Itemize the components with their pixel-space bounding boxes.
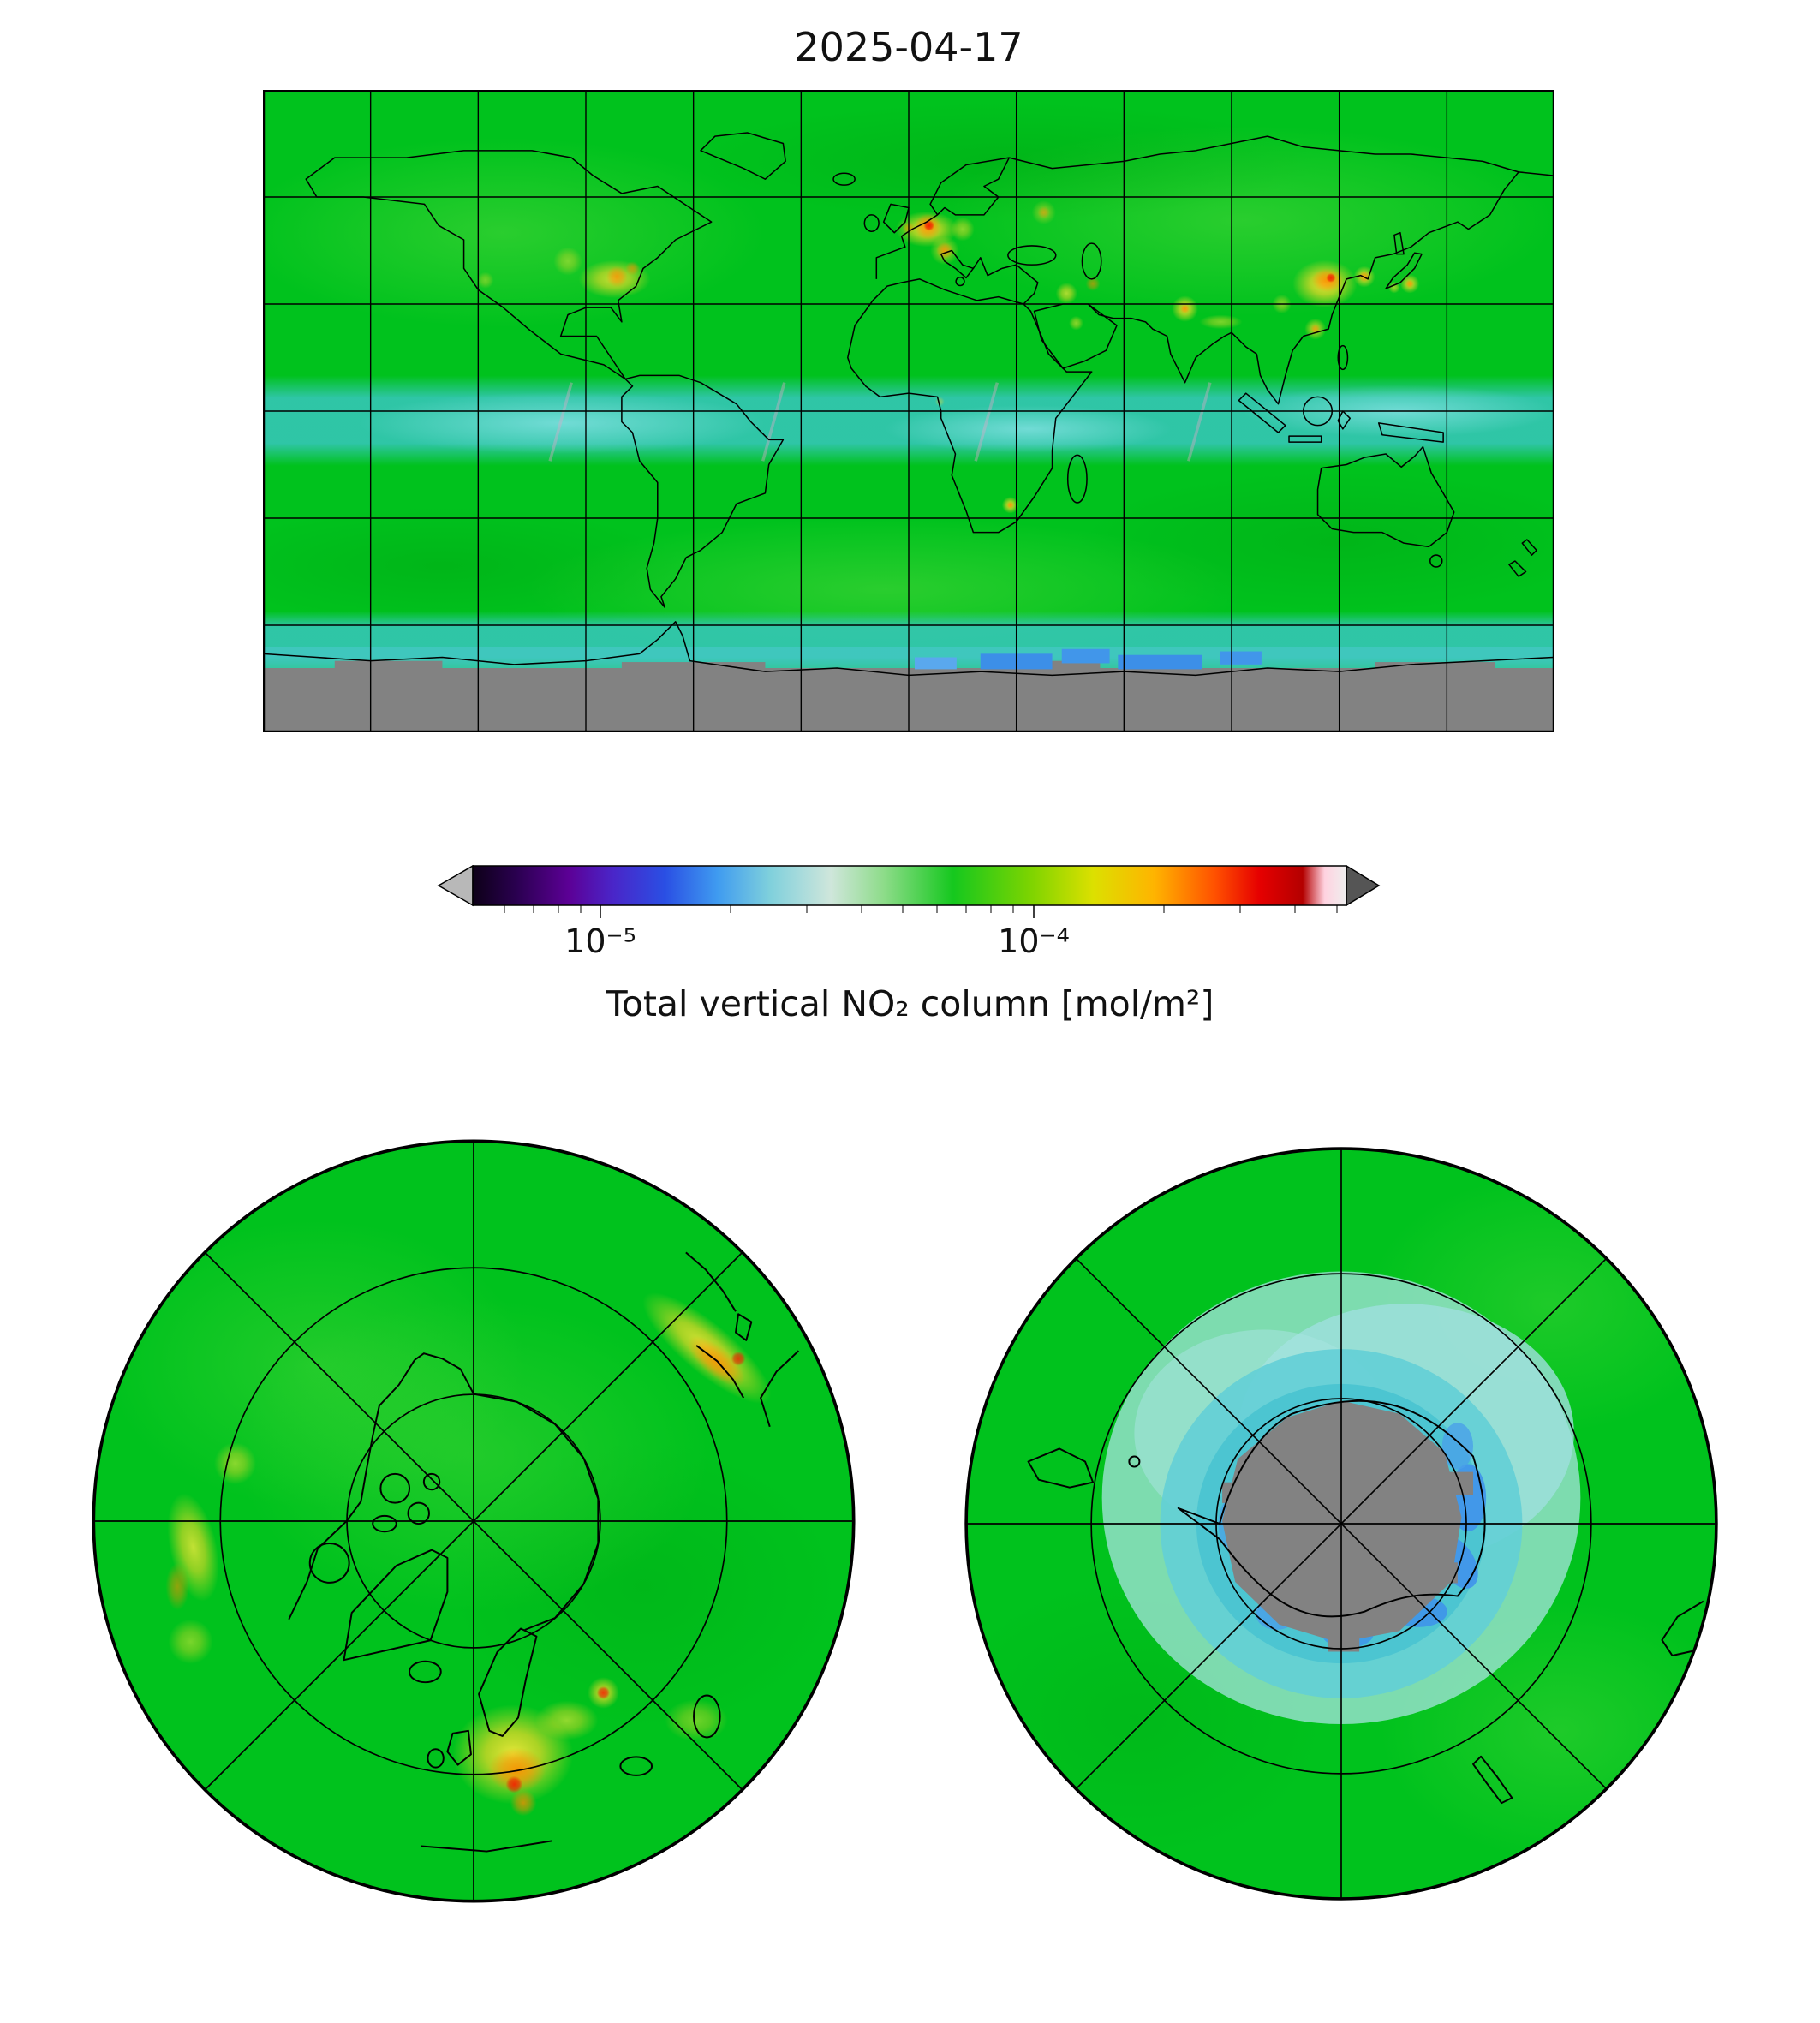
colorbar-canvas: 10⁻⁵ 10⁻⁴ [437,865,1381,960]
north-polar-content [93,1141,854,1901]
south-polar-content [966,1149,1716,1899]
south-graticule [966,1149,1716,1899]
world-coastlines [263,132,1554,677]
north-polar-canvas [92,1139,856,1903]
north-polar-boundary [92,1139,856,1903]
north-graticule [93,1141,854,1901]
colorbar-tick-label-1e-4: 10⁻⁴ [998,922,1070,960]
world-graticule [263,90,1554,732]
north-coastlines [288,1251,800,1853]
south-polar-canvas [964,1147,1718,1901]
world-antarctic-blue-patches [914,648,1262,670]
colorbar-label: Total vertical NO₂ column [mol/m²] [606,983,1214,1024]
colorbar-minor-ticks [504,905,1338,913]
figure-title: 2025-04-17 [794,24,1023,70]
world-map-panel [263,90,1554,732]
colorbar-over-arrow [1346,865,1381,907]
north-field-texture [106,1220,841,1731]
north-hotspots [165,1292,772,1817]
colorbar-under-arrow [437,865,474,907]
colorbar-major-ticks [600,905,1035,918]
colorbar-tick-label-1e-5: 10⁻⁵ [564,922,636,960]
world-map-canvas [263,90,1554,732]
north-polar-map-panel [81,1128,867,1914]
world-map-frame [263,90,1554,732]
world-swath-streaks [548,382,1212,462]
colorbar: 10⁻⁵ 10⁻⁴ [437,865,1381,972]
colorbar-gradient-bar [472,865,1347,906]
south-polar-map-panel [953,1136,1729,1912]
south-polar-boundary [964,1147,1718,1901]
